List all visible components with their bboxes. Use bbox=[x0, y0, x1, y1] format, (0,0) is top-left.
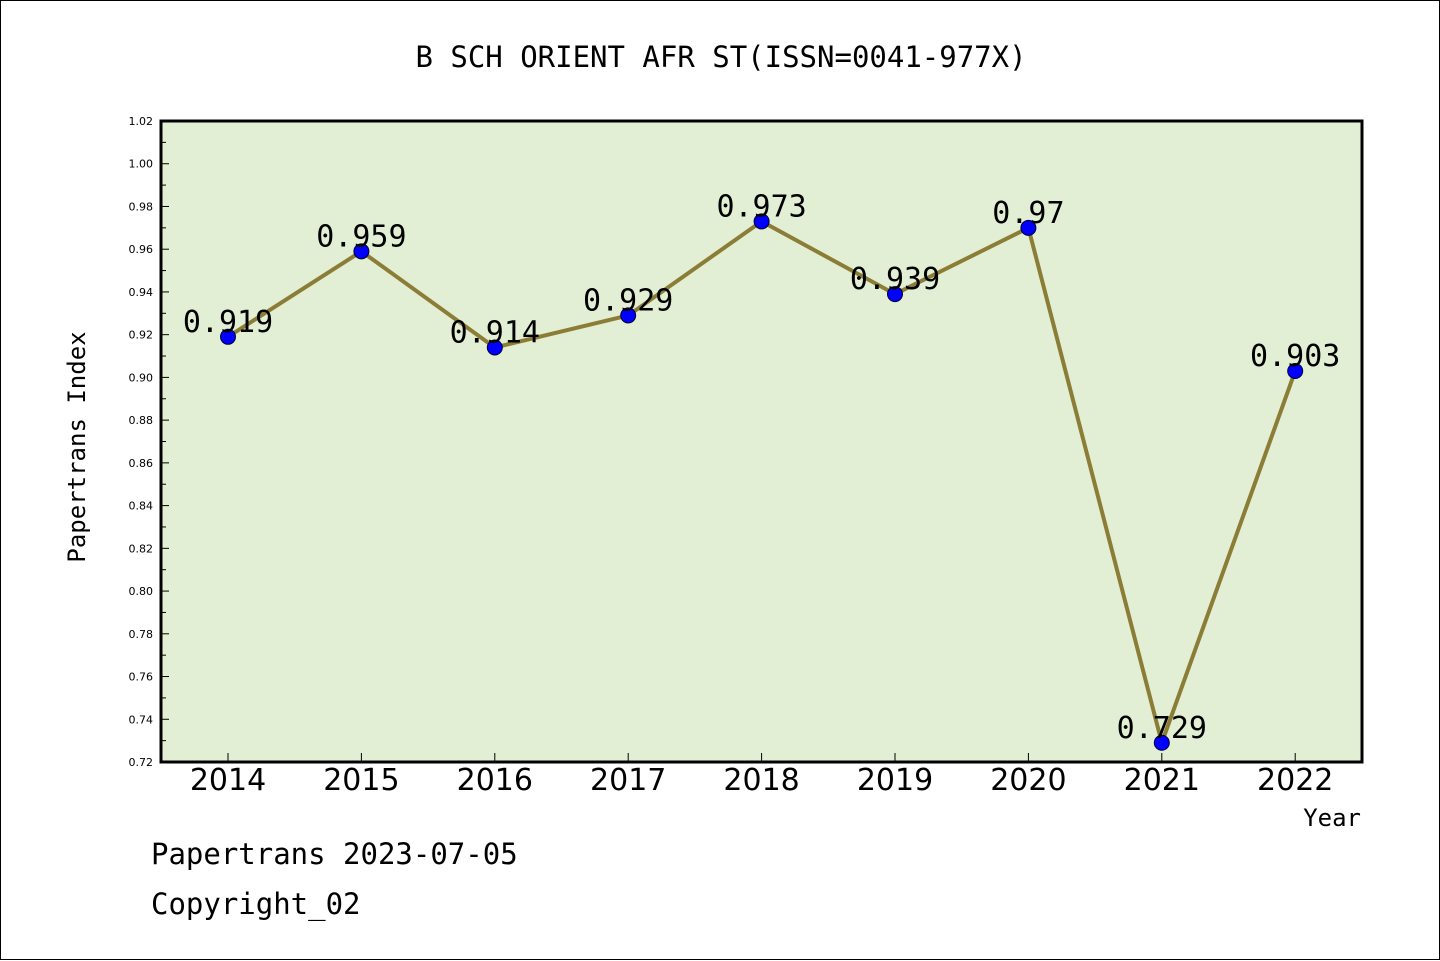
x-axis-title: Year bbox=[1303, 804, 1361, 832]
data-label: 0.97 bbox=[992, 196, 1064, 231]
data-point bbox=[887, 286, 903, 303]
y-tick-label: 1.02 bbox=[129, 115, 154, 128]
data-point bbox=[220, 328, 236, 345]
footer-date: Papertrans 2023-07-05 bbox=[151, 837, 518, 871]
y-tick-label: 0.76 bbox=[129, 671, 154, 684]
y-tick-label: 0.74 bbox=[129, 713, 154, 726]
y-axis-ticks: 0.72 0.74 0.76 0.78 0.80 0.82 0.84 0.86 0.88 0.90… bbox=[129, 115, 169, 769]
data-label: 0.919 bbox=[183, 305, 273, 340]
data-label: 0.929 bbox=[583, 283, 673, 318]
x-tick-label: 2021 bbox=[1124, 763, 1200, 798]
x-tick-label: 2022 bbox=[1257, 763, 1333, 798]
x-tick-label: 2019 bbox=[857, 763, 933, 798]
plot-border bbox=[159, 119, 1364, 764]
x-tick-label: 2015 bbox=[323, 763, 399, 798]
data-label: 0.939 bbox=[850, 262, 940, 297]
data-label: 0.729 bbox=[1117, 711, 1207, 746]
x-tick-label: 2020 bbox=[990, 763, 1066, 798]
x-axis-ticks: 2014 2015 2016 2017 2018 2019 2020 2021 2022 bbox=[190, 753, 1333, 798]
x-tick-label: 2017 bbox=[590, 763, 666, 798]
data-points bbox=[220, 213, 1304, 751]
data-label: 0.914 bbox=[450, 315, 540, 350]
y-tick-label: 0.90 bbox=[129, 371, 154, 384]
footer-copyright: Copyright_02 bbox=[151, 887, 361, 921]
x-tick-label: 2014 bbox=[190, 763, 266, 798]
data-label: 0.903 bbox=[1250, 339, 1340, 374]
y-tick-label: 0.98 bbox=[129, 200, 154, 213]
y-tick-label: 0.94 bbox=[129, 286, 154, 299]
y-tick-label: 0.84 bbox=[129, 500, 154, 513]
data-point bbox=[1020, 219, 1037, 236]
y-tick-label: 0.82 bbox=[129, 542, 154, 555]
data-point bbox=[1287, 362, 1304, 379]
x-tick-label: 2016 bbox=[457, 763, 533, 798]
y-tick-label: 0.92 bbox=[129, 329, 154, 342]
chart-title: B SCH ORIENT AFR ST(ISSN=0041-977X) bbox=[415, 40, 1026, 74]
y-tick-label: 0.86 bbox=[129, 457, 154, 470]
data-point bbox=[486, 339, 503, 356]
data-label: 0.959 bbox=[316, 219, 406, 254]
data-point bbox=[353, 243, 370, 260]
y-tick-label: 0.78 bbox=[129, 628, 154, 641]
y-tick-label: 1.00 bbox=[129, 158, 154, 171]
data-point bbox=[1153, 734, 1170, 751]
data-labels: 0.919 0.959 0.914 0.929 0.973 0.939 0.97 0.729 0… bbox=[183, 189, 1341, 745]
x-tick-label: 2018 bbox=[723, 763, 799, 798]
y-axis-title: Papertrans Index bbox=[63, 331, 91, 562]
y-tick-label: 0.88 bbox=[129, 414, 154, 427]
data-point bbox=[620, 307, 637, 324]
y-tick-label: 0.80 bbox=[129, 585, 154, 598]
y-tick-label: 0.72 bbox=[129, 756, 154, 769]
data-label: 0.973 bbox=[716, 189, 806, 224]
y-tick-label: 0.96 bbox=[129, 243, 154, 256]
data-point bbox=[753, 213, 770, 230]
